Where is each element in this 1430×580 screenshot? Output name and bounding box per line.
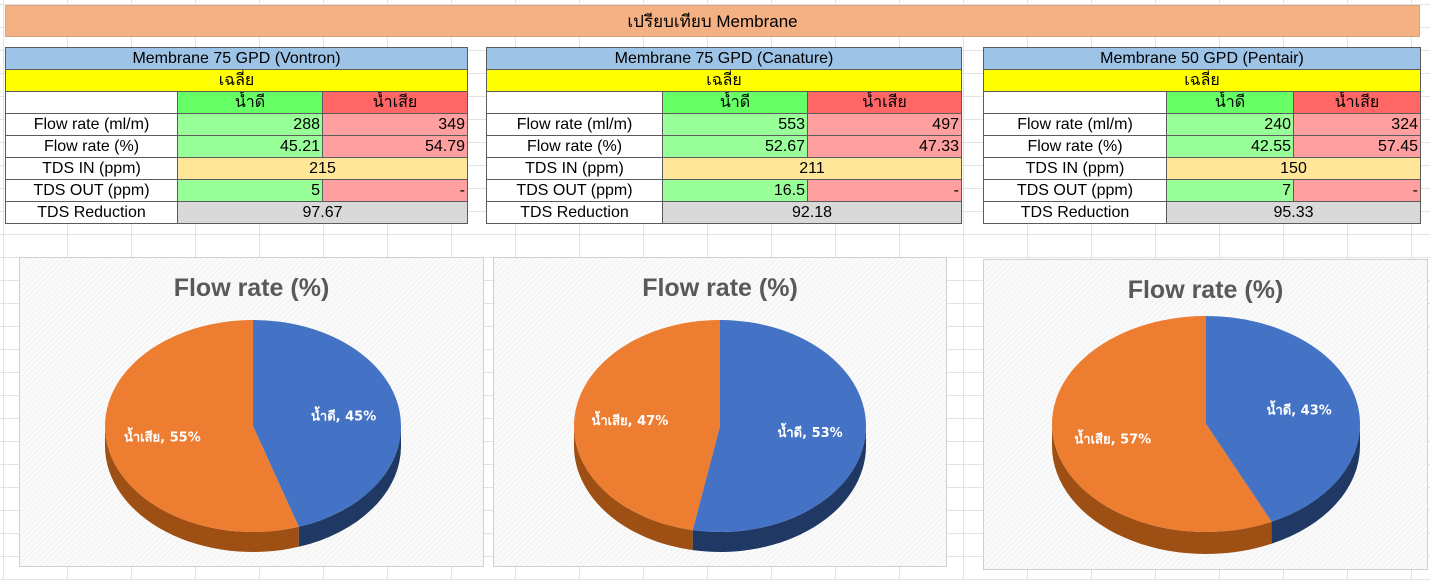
flow-ml-bad[interactable]: 324	[1293, 113, 1421, 136]
table-title[interactable]: Membrane 75 GPD (Canature)	[486, 47, 962, 70]
tds-out-bad[interactable]: -	[1293, 179, 1421, 202]
pie-label-bad: น้ำเสีย, 57%	[1074, 429, 1151, 448]
table-title[interactable]: Membrane 50 GPD (Pentair)	[983, 47, 1421, 70]
flow-ml-label[interactable]: Flow rate (ml/m)	[5, 113, 178, 136]
tds-in-value[interactable]: 215	[177, 157, 468, 180]
flow-pct-bad[interactable]: 57.45	[1293, 135, 1421, 158]
flow-ml-good[interactable]: 553	[662, 113, 808, 136]
chart-title: Flow rate (%)	[1127, 276, 1284, 304]
pie-label-bad: น้ำเสีย, 47%	[591, 410, 668, 429]
tds-reduction-label[interactable]: TDS Reduction	[486, 201, 663, 224]
blank-cell[interactable]	[5, 91, 178, 114]
flow-pct-good[interactable]: 45.21	[177, 135, 323, 158]
pie-side-good	[692, 426, 866, 552]
tds-out-label[interactable]: TDS OUT (ppm)	[983, 179, 1167, 202]
pie-chart-canature[interactable]: Flow rate (%) น้ำดี, 53% น้ำเสีย, 47%	[493, 257, 947, 567]
tds-reduction-label[interactable]: TDS Reduction	[5, 201, 178, 224]
pie-label-good: น้ำดี, 53%	[778, 422, 843, 441]
flow-pct-good[interactable]: 42.55	[1166, 135, 1294, 158]
tds-out-good[interactable]: 16.5	[662, 179, 808, 202]
flow-ml-label[interactable]: Flow rate (ml/m)	[983, 113, 1167, 136]
tds-out-bad[interactable]: -	[322, 179, 468, 202]
membrane-table-pentair: Membrane 50 GPD (Pentair) เฉลี่ย น้ำดี น…	[983, 47, 1421, 224]
pie-chart-pentair[interactable]: Flow rate (%) น้ำดี, 43% น้ำเสีย, 57%	[983, 259, 1428, 570]
pie-slice-good	[692, 320, 867, 532]
blank-cell[interactable]	[983, 91, 1167, 114]
flow-pct-bad[interactable]: 47.33	[807, 135, 962, 158]
tds-in-label[interactable]: TDS IN (ppm)	[983, 157, 1167, 180]
flow-ml-good[interactable]: 240	[1166, 113, 1294, 136]
pie-label-good: น้ำดี, 45%	[311, 406, 376, 425]
good-water-header[interactable]: น้ำดี	[1166, 91, 1294, 114]
tds-out-good[interactable]: 7	[1166, 179, 1294, 202]
tds-reduction-value[interactable]: 95.33	[1166, 201, 1421, 224]
flow-ml-label[interactable]: Flow rate (ml/m)	[486, 113, 663, 136]
membrane-table-canature: Membrane 75 GPD (Canature) เฉลี่ย น้ำดี …	[486, 47, 962, 224]
pie-chart-canvas: น้ำดี, 45% น้ำเสีย, 55%	[104, 320, 401, 552]
flow-pct-good[interactable]: 52.67	[662, 135, 808, 158]
pie-slice-bad	[1052, 316, 1272, 532]
flow-ml-good[interactable]: 288	[177, 113, 323, 136]
average-label[interactable]: เฉลี่ย	[983, 69, 1421, 92]
tds-in-label[interactable]: TDS IN (ppm)	[486, 157, 663, 180]
pie-chart-vontron[interactable]: Flow rate (%) น้ำดี, 45% น้ำเสีย, 55%	[19, 257, 484, 567]
flow-pct-label[interactable]: Flow rate (%)	[486, 135, 663, 158]
pie-chart-canvas: น้ำดี, 53% น้ำเสีย, 47%	[574, 320, 867, 552]
good-water-header[interactable]: น้ำดี	[662, 91, 808, 114]
pie-label-good: น้ำดี, 43%	[1267, 399, 1332, 418]
tds-out-good[interactable]: 5	[177, 179, 323, 202]
flow-pct-bad[interactable]: 54.79	[322, 135, 468, 158]
tds-out-bad[interactable]: -	[807, 179, 962, 202]
tds-reduction-label[interactable]: TDS Reduction	[983, 201, 1167, 224]
pie-side-good	[1271, 424, 1360, 544]
pie-side-bad	[105, 426, 299, 552]
membrane-table-vontron: Membrane 75 GPD (Vontron) เฉลี่ย น้ำดี น…	[5, 47, 468, 224]
flow-ml-bad[interactable]: 349	[322, 113, 468, 136]
pie-side-good	[298, 426, 401, 547]
pie-slice-good	[1206, 316, 1360, 522]
tds-reduction-value[interactable]: 97.67	[177, 201, 468, 224]
tds-in-label[interactable]: TDS IN (ppm)	[5, 157, 178, 180]
pie-chart-canvas: น้ำดี, 43% น้ำเสีย, 57%	[1052, 316, 1360, 554]
good-water-header[interactable]: น้ำดี	[177, 91, 323, 114]
pie-slice-bad	[574, 320, 720, 531]
tds-out-label[interactable]: TDS OUT (ppm)	[486, 179, 663, 202]
average-label[interactable]: เฉลี่ย	[486, 69, 962, 92]
chart-title: Flow rate (%)	[173, 274, 330, 302]
flow-pct-label[interactable]: Flow rate (%)	[5, 135, 178, 158]
sheet-header-title[interactable]: เปรียบเทียบ Membrane	[5, 5, 1420, 37]
pie-side-bad	[574, 426, 693, 551]
pie-slice-good	[253, 320, 401, 527]
flow-ml-bad[interactable]: 497	[807, 113, 962, 136]
blank-cell[interactable]	[486, 91, 663, 114]
waste-water-header[interactable]: น้ำเสีย	[1293, 91, 1421, 114]
waste-water-header[interactable]: น้ำเสีย	[807, 91, 962, 114]
tds-in-value[interactable]: 211	[662, 157, 962, 180]
tds-out-label[interactable]: TDS OUT (ppm)	[5, 179, 178, 202]
average-label[interactable]: เฉลี่ย	[5, 69, 468, 92]
tds-reduction-value[interactable]: 92.18	[662, 201, 962, 224]
pie-side-bad	[1052, 424, 1272, 554]
table-title[interactable]: Membrane 75 GPD (Vontron)	[5, 47, 468, 70]
flow-pct-label[interactable]: Flow rate (%)	[983, 135, 1167, 158]
pie-label-bad: น้ำเสีย, 55%	[124, 426, 201, 445]
chart-title: Flow rate (%)	[642, 274, 798, 302]
waste-water-header[interactable]: น้ำเสีย	[322, 91, 468, 114]
pie-slice-bad	[104, 320, 299, 532]
tds-in-value[interactable]: 150	[1166, 157, 1421, 180]
